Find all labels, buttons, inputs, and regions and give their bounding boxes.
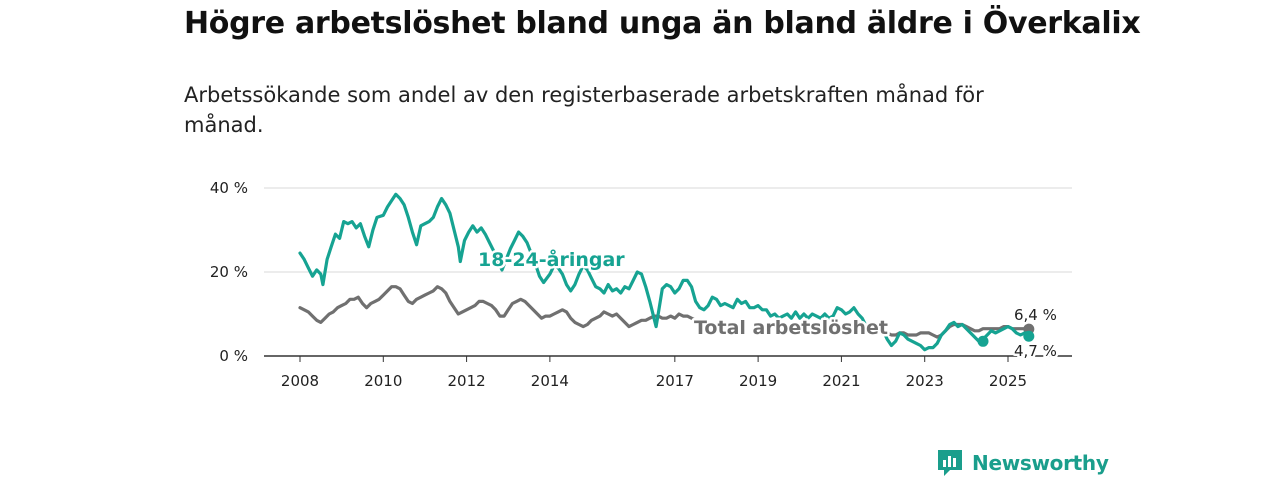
end-label-total: 6,4 % [1014, 306, 1057, 324]
series-lines [298, 192, 1035, 352]
series-label-youth: 18-24-åringar [478, 247, 625, 271]
end-label-youth: 4,7 % [1014, 342, 1057, 360]
x-tick-label: 2019 [739, 372, 777, 390]
chart-subtitle: Arbetssökande som andel av den registerb… [184, 83, 984, 137]
y-tick-label: 40 % [210, 179, 248, 197]
series-labels: 18-24-åringar Total arbetslöshet 6,4 % 4,7 … [476, 245, 1060, 363]
gridlines: 0 % 20 % 40 % [210, 179, 1072, 365]
series-marker-youth [977, 335, 989, 347]
x-tick-label: 2017 [656, 372, 694, 390]
series-label-total: Total arbetslöshet [694, 317, 888, 339]
y-tick-label: 20 % [210, 263, 248, 281]
x-tick-label: 2008 [281, 372, 319, 390]
x-tick-label: 2010 [364, 372, 402, 390]
x-tick-label: 2012 [447, 372, 485, 390]
newsworthy-logo-icon [938, 450, 962, 476]
brand-name: Newsworthy [972, 451, 1109, 475]
x-tick-label: 2021 [822, 372, 860, 390]
series-line-youth [298, 192, 1031, 352]
series-marker-youth [1023, 330, 1035, 342]
y-tick-label: 0 % [219, 347, 248, 365]
x-axis: 2008 2010 2012 2014 2017 2019 2021 2023 2025 [281, 356, 1027, 390]
x-tick-label: 2023 [906, 372, 944, 390]
x-tick-label: 2014 [531, 372, 569, 390]
chart-title: Högre arbetslöshet bland unga än bland ä… [184, 6, 1141, 41]
x-tick-label: 2025 [989, 372, 1027, 390]
series-line-total [298, 285, 1031, 339]
brand-logo[interactable]: Newsworthy [936, 448, 1109, 478]
